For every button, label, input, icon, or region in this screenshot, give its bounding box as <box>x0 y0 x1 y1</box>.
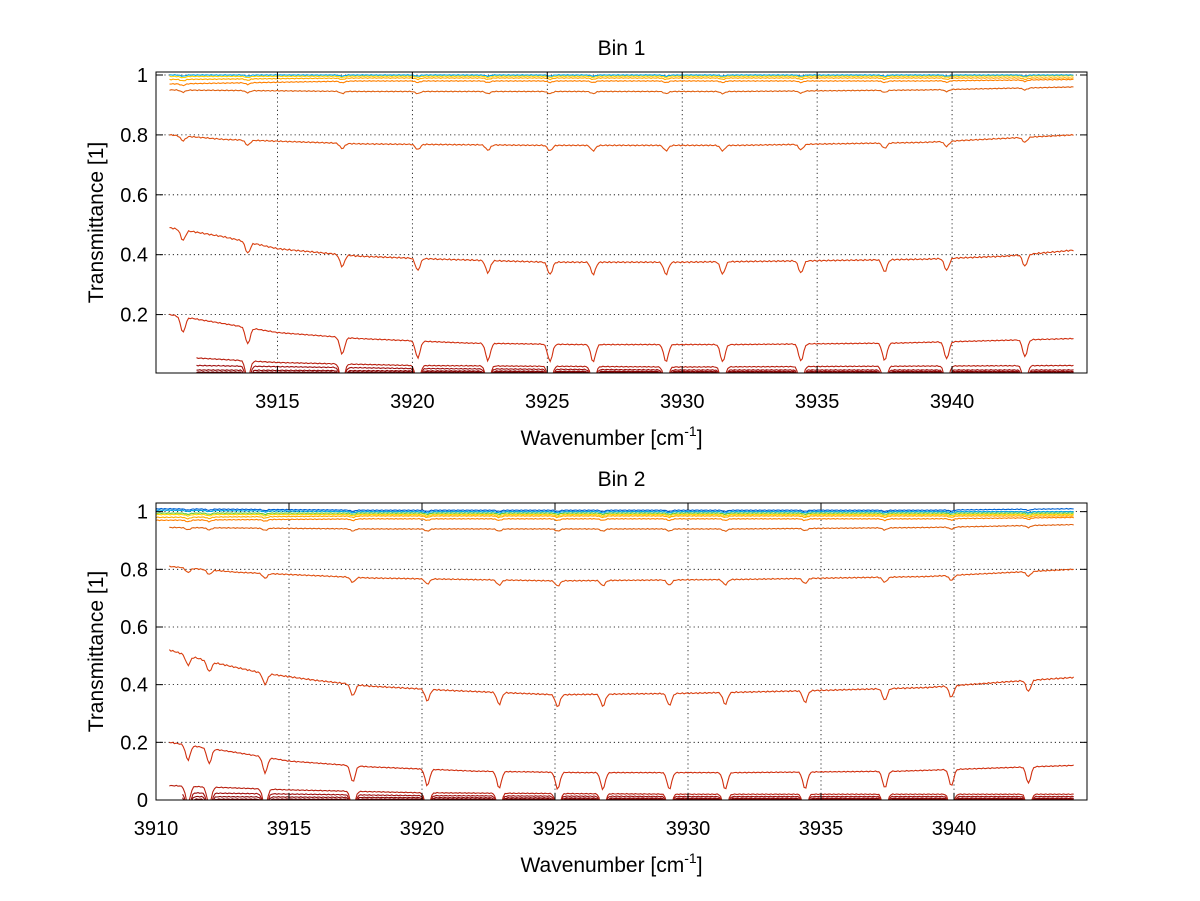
y-tick-label: 0 <box>137 790 148 812</box>
series-line-1 <box>169 74 1074 79</box>
x-tick-label: 3925 <box>533 818 578 840</box>
x-axis-label-text: Wavenumber [cm <box>520 854 684 877</box>
series-line-7 <box>169 565 1074 587</box>
x-axis-label-end: ] <box>697 427 703 450</box>
axes-frame <box>155 502 1088 801</box>
x-tick-label: 3920 <box>400 818 445 840</box>
chart-bin-2: 3910 3915 3920 3925 3930 3935 3940 0 0.2 0.4 0.6 0.… <box>85 468 1088 877</box>
series-line-3 <box>156 513 1074 517</box>
series-line-4 <box>169 86 1074 95</box>
series-line-12 <box>182 795 1074 800</box>
x-tick-label: 3915 <box>255 391 300 413</box>
x-axis-label-end: ] <box>697 854 703 877</box>
series-line-9 <box>196 364 1074 373</box>
series-line-2 <box>169 77 1074 82</box>
chart-title: Bin 2 <box>598 468 646 491</box>
series-line-8 <box>196 357 1074 373</box>
x-tick-label: 3930 <box>660 391 705 413</box>
y-tick-label: 0.4 <box>120 675 148 697</box>
series-line-13 <box>182 798 1074 800</box>
x-tick-label: 3935 <box>795 391 840 413</box>
series-line-6 <box>169 227 1074 276</box>
x-tick-label: 3940 <box>930 391 975 413</box>
series-line-0 <box>156 507 1074 513</box>
x-tick-label: 3925 <box>525 391 570 413</box>
series-line-3 <box>169 78 1074 87</box>
y-axis-label: Transmittance [1] <box>85 142 108 303</box>
series-line-5 <box>169 133 1074 153</box>
x-tick-label: 3940 <box>932 818 977 840</box>
series-line-4 <box>156 515 1074 520</box>
y-tick-label: 0.4 <box>120 245 148 267</box>
series-line-9 <box>169 741 1074 791</box>
x-axis-label-superscript: -1 <box>684 850 697 866</box>
x-tick-label: 3915 <box>267 818 312 840</box>
y-tick-label: 0.8 <box>120 125 148 147</box>
series-line-1 <box>156 509 1074 514</box>
y-tick-label: 1 <box>137 502 148 524</box>
series-line-10 <box>196 369 1074 373</box>
x-tick-label: 3920 <box>390 391 435 413</box>
series-group <box>169 74 1074 373</box>
x-axis-label: Wavenumber [cm-1] <box>520 423 702 450</box>
series-line-8 <box>168 649 1075 708</box>
series-line-11 <box>196 371 1074 373</box>
y-tick-label: 0.2 <box>120 305 148 327</box>
series-line-11 <box>182 792 1074 800</box>
series-line-0 <box>169 74 1074 78</box>
y-tick-label: 0.6 <box>120 185 148 207</box>
x-axis-label-text: Wavenumber [cm <box>520 427 684 450</box>
series-line-10 <box>169 784 1074 800</box>
x-axis-label-superscript: -1 <box>684 423 697 439</box>
series-line-5 <box>156 516 1074 523</box>
x-tick-label: 3935 <box>799 818 844 840</box>
y-tick-label: 0.2 <box>120 732 148 754</box>
x-tick-label: 3910 <box>134 818 179 840</box>
series-group <box>156 507 1075 800</box>
series-line-7 <box>169 313 1074 363</box>
chart-bin-1: 3915 3920 3925 3930 3935 3940 0.2 0.4 0.6 0.8 1 Bin… <box>85 37 1088 450</box>
plot-area <box>156 503 1087 800</box>
x-axis-label: Wavenumber [cm-1] <box>520 850 702 877</box>
axes-frame <box>155 71 1088 374</box>
plot-area <box>156 72 1087 373</box>
series-line-6 <box>169 523 1074 533</box>
series-line-2 <box>156 512 1074 516</box>
chart-title: Bin 1 <box>598 37 646 60</box>
y-tick-label: 0.6 <box>120 617 148 639</box>
y-tick-label: 1 <box>137 65 148 87</box>
x-tick-label: 3930 <box>666 818 711 840</box>
y-axis-label: Transmittance [1] <box>85 571 108 732</box>
y-tick-label: 0.8 <box>120 559 148 581</box>
